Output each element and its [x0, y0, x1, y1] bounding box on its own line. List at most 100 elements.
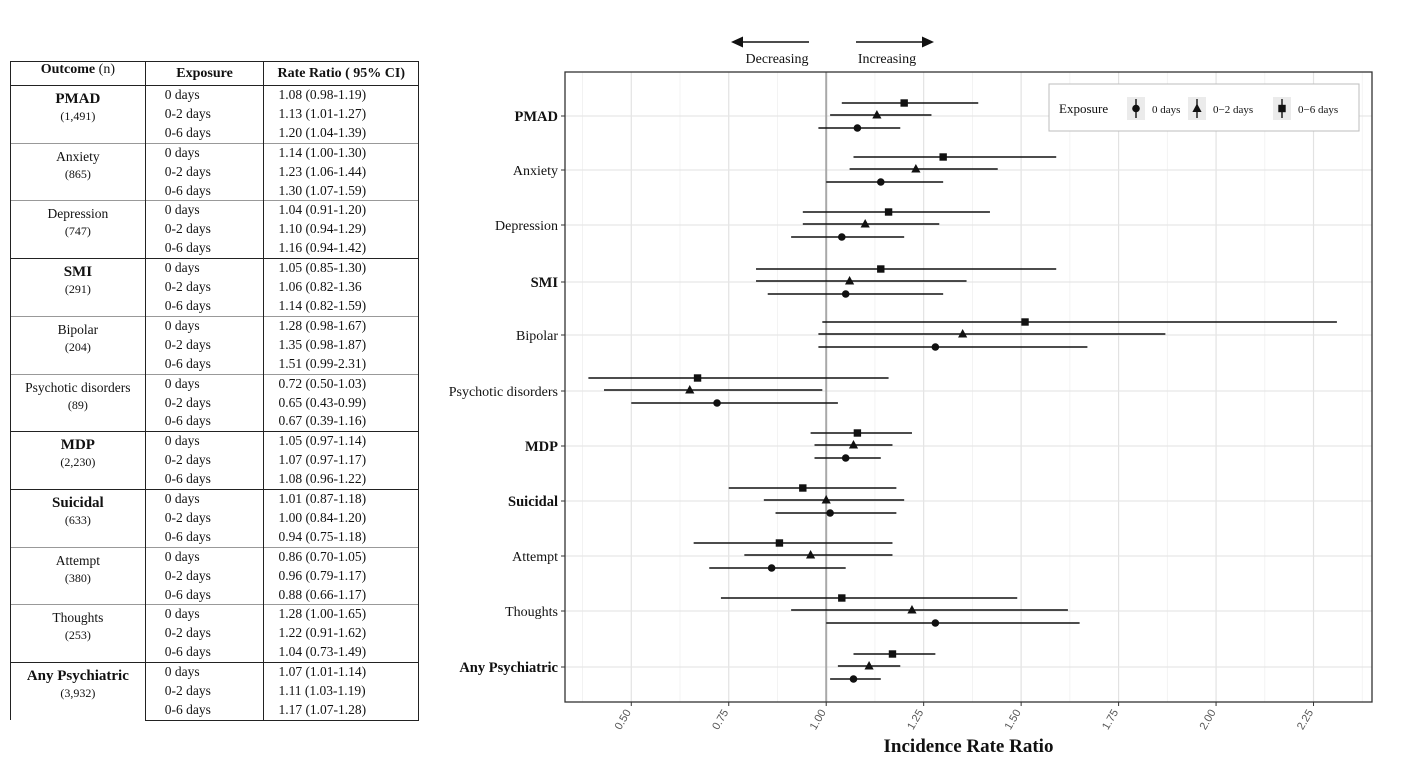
- rate-ratio-cell: 1.07 (0.97-1.17): [263, 451, 419, 471]
- point-circle: [931, 343, 940, 351]
- rate-ratio-cell: 1.08 (0.96-1.22): [263, 470, 419, 490]
- rate-ratio-cell: 0.72 (0.50-1.03): [263, 373, 419, 394]
- exposure-cell: 0-2 days: [145, 451, 265, 471]
- point-square: [1021, 318, 1029, 326]
- outcome-name: Depression: [47, 206, 109, 222]
- table-row: SMI (291) 0 days 1.05 (0.85-1.30): [10, 258, 419, 317]
- outcome-count: (633): [64, 513, 91, 528]
- outcome-cell: Depression (747): [10, 200, 146, 259]
- exposure-cell: 0-6 days: [145, 701, 265, 721]
- outcome-name: Any Psychiatric: [26, 668, 129, 685]
- point-circle: [931, 619, 940, 627]
- rate-ratio-cell: 1.04 (0.91-1.20): [263, 200, 419, 221]
- table-row: 0-2 days 1.00 (0.84-1.20): [11, 508, 419, 528]
- table-row: 0-6 days 1.04 (0.73-1.49): [11, 643, 419, 663]
- exposure-cell: 0-2 days: [145, 162, 265, 182]
- exposure-cell: 0-6 days: [145, 239, 265, 259]
- rate-ratio-cell: 1.13 (1.01-1.27): [263, 104, 419, 124]
- outcome-cell: Suicidal (633): [10, 489, 146, 548]
- table-row: 0-2 days 1.13 (1.01-1.27): [11, 104, 419, 124]
- outcome-name: Attempt: [55, 552, 100, 568]
- table-row: Depression (747) 0 days 1.04 (0.91-1.20): [10, 200, 419, 259]
- rate-ratio-cell: 1.17 (1.07-1.28): [263, 701, 419, 721]
- table-row: Attempt (380) 0 days 0.86 (0.70-1.05): [10, 546, 419, 605]
- point-circle: [853, 124, 862, 132]
- point-circle: [837, 233, 846, 241]
- point-square: [838, 594, 846, 602]
- point-triangle: [685, 385, 695, 394]
- x-tick-label: 2.00: [1198, 708, 1219, 733]
- legend-title: Exposure: [1059, 101, 1108, 116]
- exposure-cell: 0 days: [145, 431, 265, 452]
- rate-ratio-cell: 1.28 (0.98-1.67): [263, 315, 419, 336]
- x-tick-label: 1.25: [905, 708, 926, 733]
- point-triangle: [848, 440, 859, 449]
- rate-ratio-cell: 1.23 (1.06-1.44): [263, 162, 419, 182]
- exposure-cell: 0-2 days: [145, 220, 265, 240]
- legend-entry-label: 0 days: [1152, 104, 1180, 116]
- exposure-cell: 0-2 days: [145, 508, 265, 528]
- point-circle: [849, 675, 858, 683]
- x-tick-label: 1.75: [1100, 708, 1121, 733]
- x-tick-label: 2.25: [1295, 708, 1316, 733]
- y-tick-label: SMI: [531, 275, 559, 291]
- point-circle: [767, 564, 776, 572]
- outcome-cell: PMAD (1,491): [10, 85, 146, 144]
- point-square: [799, 484, 807, 492]
- outcome-name: PMAD: [55, 91, 101, 107]
- outcome-count: (1,491): [60, 109, 96, 123]
- exposure-cell: 0 days: [145, 258, 265, 279]
- table-row: 0-6 days 1.17 (1.07-1.28): [11, 701, 419, 721]
- outcome-cell: Psychotic disorders (89): [10, 373, 146, 432]
- results-table-container: Outcome (n) Exposure Rate Ratio ( 95% CI…: [10, 61, 419, 721]
- exposure-cell: 0-6 days: [145, 296, 265, 317]
- outcome-count: (865): [64, 166, 91, 181]
- outcome-name: Bipolar: [57, 321, 99, 337]
- rate-ratio-cell: 1.16 (0.94-1.42): [263, 239, 419, 259]
- rate-ratio-cell: 1.30 (1.07-1.59): [263, 181, 419, 201]
- outcome-count: (3,932): [60, 686, 96, 701]
- rate-ratio-cell: 1.04 (0.73-1.49): [263, 643, 419, 663]
- table-row: 0-2 days 1.22 (0.91-1.62): [11, 624, 419, 644]
- table-row: 0-2 days 1.23 (1.06-1.44): [11, 162, 419, 182]
- point-circle: [826, 509, 834, 517]
- table-row: 0-6 days 0.94 (0.75-1.18): [11, 527, 419, 548]
- rate-ratio-cell: 1.08 (0.98-1.19): [263, 84, 419, 105]
- outcome-name: SMI: [63, 264, 93, 281]
- rate-ratio-cell: 1.11 (1.03-1.19): [263, 682, 419, 701]
- rate-ratio-cell: 0.94 (0.75-1.18): [263, 527, 419, 548]
- point-square: [693, 374, 702, 382]
- outcome-name: Psychotic disorders: [25, 379, 131, 395]
- point-triangle: [806, 550, 816, 559]
- exposure-cell: 0-2 days: [145, 393, 265, 413]
- rate-ratio-cell: 0.86 (0.70-1.05): [263, 546, 419, 567]
- increasing-label: Increasing: [858, 52, 916, 67]
- x-tick-label: 1.50: [1003, 708, 1024, 733]
- exposure-cell: 0-6 days: [145, 354, 265, 375]
- exposure-cell: 0-2 days: [145, 566, 265, 586]
- table-row: PMAD (1,491) 0 days 1.08 (0.98-1.19): [10, 84, 419, 144]
- exposure-cell: 0 days: [145, 489, 265, 509]
- table-header-row: Outcome (n) Exposure Rate Ratio ( 95% CI…: [10, 61, 419, 86]
- point-square: [775, 539, 784, 547]
- header-rate-ratio: Rate Ratio ( 95% CI): [263, 61, 419, 86]
- rate-ratio-cell: 1.05 (0.85-1.30): [263, 258, 419, 279]
- rate-ratio-cell: 1.07 (1.01-1.14): [263, 662, 419, 683]
- outcome-count: (89): [67, 397, 88, 412]
- point-square: [877, 265, 885, 273]
- exposure-cell: 0-2 days: [145, 278, 265, 297]
- legend-triangle-icon: [1192, 103, 1202, 112]
- table-row: 0-6 days 1.16 (0.94-1.42): [11, 239, 419, 259]
- increasing-arrow-head: [922, 36, 934, 48]
- outcome-name: Suicidal: [52, 495, 104, 512]
- point-circle: [841, 290, 850, 298]
- exposure-cell: 0-2 days: [145, 335, 265, 355]
- rate-ratio-cell: 1.35 (0.98-1.87): [263, 335, 419, 355]
- y-tick-label: Thoughts: [505, 605, 558, 620]
- forest-plot: PMAD Anxiety Depression SMI Bipolar Psychotic…: [449, 36, 1373, 757]
- rate-ratio-cell: 0.67 (0.39-1.16): [263, 412, 419, 432]
- point-triangle: [911, 164, 921, 173]
- table-row: 0-2 days 1.07 (0.97-1.17): [11, 451, 419, 471]
- rate-ratio-cell: 1.10 (0.94-1.29): [263, 220, 419, 240]
- exposure-cell: 0-6 days: [145, 412, 265, 432]
